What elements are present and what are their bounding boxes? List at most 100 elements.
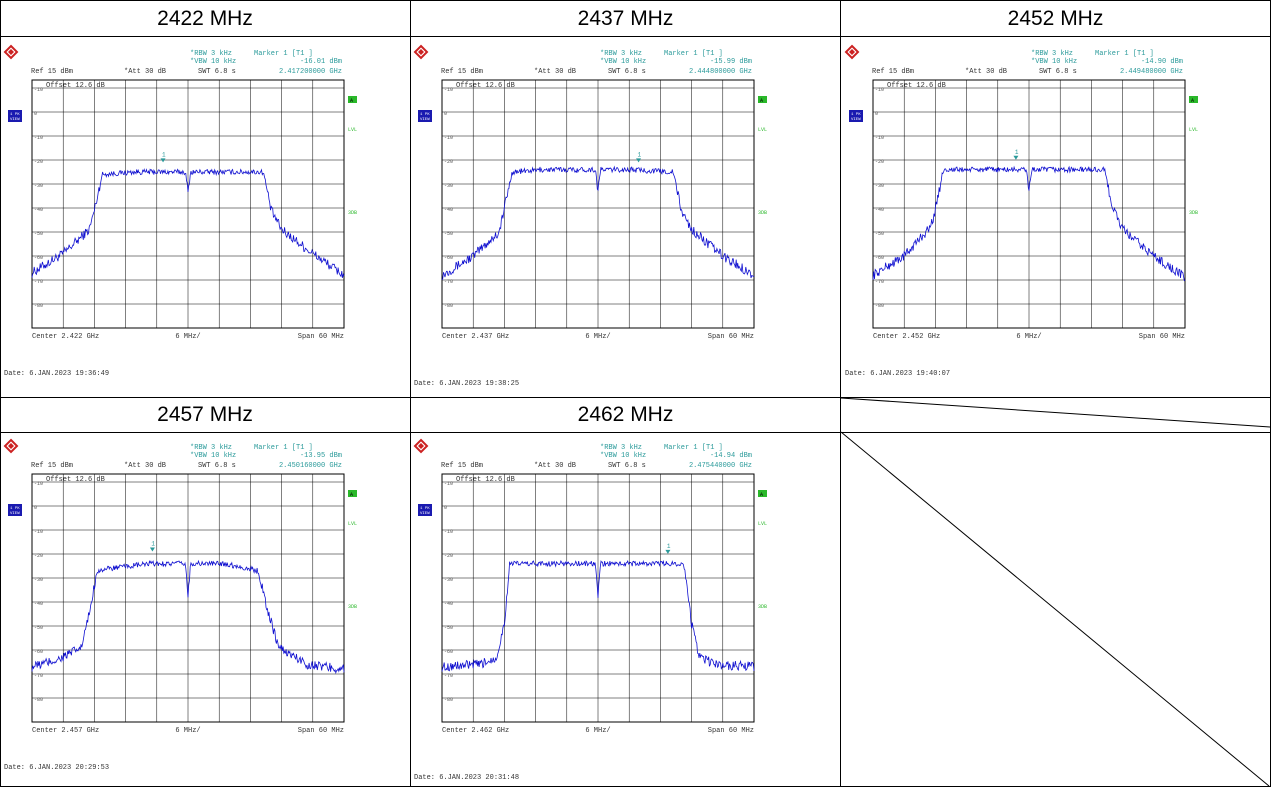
spectrum-trace — [441, 559, 755, 672]
y-tick-label: -50 — [875, 231, 884, 237]
indicator-a — [348, 490, 357, 497]
y-tick-label: -80 — [875, 303, 884, 309]
y-tick-label: -30 — [875, 183, 884, 189]
attenuation: *Att 30 dB — [124, 462, 166, 470]
ref-level: Ref 15 dBm — [441, 68, 483, 76]
y-tick-label: -10 — [444, 529, 453, 535]
span-label: Span 60 MHz — [1139, 333, 1185, 341]
rbw-label: *RBW 3 kHz — [1031, 50, 1073, 58]
trace-indicator-label: 1 PK — [10, 113, 20, 117]
indicator-a-label: A — [350, 492, 353, 498]
y-tick-label: -10 — [444, 135, 453, 141]
marker-triangle — [1013, 155, 1019, 160]
indicator-a-label: A — [760, 492, 763, 498]
offset-label: Offset 12.6 dB — [456, 82, 515, 90]
spectrum-chart: *RBW 3 kHz*VBW 10 kHz Marker 1 [T1 ]-16.0… — [3, 44, 357, 378]
rbw-label: *RBW 3 kHz — [600, 444, 642, 452]
spectrum-panel-4: *RBW 3 kHz *VBW 10 kHz Marker 1 [T1 ] -13.9… — [2, 434, 412, 794]
rs-logo-inner — [8, 49, 14, 55]
trace-indicator-view: VIEW — [10, 118, 20, 122]
y-tick-label: -40 — [34, 601, 43, 607]
y-tick-label: -70 — [444, 279, 453, 285]
vbw-label: *VBW 10 kHz — [600, 452, 646, 460]
y-tick-label: -30 — [444, 183, 453, 189]
offset-label: Offset 12.6 dB — [46, 82, 105, 90]
panel-header-5: 2462 MHz — [577, 403, 674, 426]
spectrum-panel-1: *RBW 3 kHz *VBW 10 kHz Marker 1 [T1 ] -16.0… — [2, 40, 412, 400]
y-tick-label: 0 — [444, 111, 447, 117]
rbw-label: *RBW 3 kHz — [190, 50, 232, 58]
trace-indicator-label: 1 PK — [10, 507, 20, 511]
indicator-a — [758, 96, 767, 103]
sweep-time: SWT 6.8 s — [198, 68, 236, 76]
y-tick-label: -70 — [34, 279, 43, 285]
marker-number: 1 — [667, 543, 671, 550]
sweep-time: SWT 6.8 s — [1039, 68, 1077, 76]
y-tick-label: -40 — [444, 601, 453, 607]
span-label: Span 60 MHz — [708, 727, 754, 735]
ref-level: Ref 15 dBm — [872, 68, 914, 76]
vbw-label: *VBW 10 kHz — [190, 452, 236, 460]
trace-indicator-label: 1 PK — [851, 113, 861, 117]
rs-logo-icon — [3, 438, 19, 454]
marker-label: Marker 1 [T1 ] — [254, 444, 313, 452]
indicator-3db: 3DB — [758, 210, 767, 216]
rs-logo-outer — [3, 44, 19, 60]
trace-indicator-label: 1 PK — [420, 507, 430, 511]
rbw-label: *RBW 3 kHz — [190, 444, 232, 452]
y-tick-label: -10 — [875, 87, 884, 93]
y-tick-label: -80 — [34, 303, 43, 309]
y-tick-label: -70 — [444, 673, 453, 679]
rs-logo-outer — [413, 438, 429, 454]
y-tick-label: -40 — [444, 207, 453, 213]
sweep-time: SWT 6.8 s — [608, 68, 646, 76]
vbw-label: *VBW 10 kHz — [600, 58, 646, 66]
trace-indicator — [418, 110, 432, 122]
y-tick-label: -10 — [875, 135, 884, 141]
indicator-a-label: A — [1191, 98, 1194, 104]
marker-level: -14.94 dBm — [710, 452, 752, 460]
spectrum-trace — [872, 165, 1186, 282]
y-tick-label: -40 — [875, 207, 884, 213]
indicator-a — [1189, 96, 1198, 103]
panel-header-2: 2437 MHz — [577, 6, 674, 30]
y-tick-label: 0 — [444, 505, 447, 511]
spectrum-trace — [441, 165, 755, 281]
attenuation: *Att 30 dB — [534, 68, 576, 76]
center-frequency: Center 2.462 GHz — [442, 727, 509, 735]
indicator-lvl: LVL — [758, 127, 767, 133]
y-tick-label: -20 — [444, 159, 453, 165]
offset-label: Offset 12.6 dB — [46, 476, 105, 484]
marker-triangle — [149, 547, 155, 552]
marker-level: -13.95 dBm — [300, 452, 342, 460]
marker-frequency: 2.449480000 GHz — [1120, 68, 1183, 76]
span-label: Span 60 MHz — [298, 727, 344, 735]
indicator-lvl: LVL — [1189, 127, 1198, 133]
marker-number: 1 — [638, 151, 642, 158]
marker-number: 1 — [151, 540, 155, 547]
y-tick-label: -10 — [34, 481, 43, 487]
indicator-3db: 3DB — [1189, 210, 1198, 216]
y-tick-label: -80 — [444, 697, 453, 703]
y-tick-label: -40 — [34, 207, 43, 213]
panel-header-1: 2422 MHz — [157, 6, 253, 30]
spectrum-chart: *RBW 3 kHz*VBW 10 kHz Marker 1 [T1 ]-14.9… — [413, 438, 767, 782]
y-tick-label: -50 — [444, 625, 453, 631]
rs-logo-icon — [3, 44, 19, 60]
trace-indicator — [8, 504, 22, 516]
rs-logo-outer — [413, 44, 429, 60]
rs-logo-icon — [413, 44, 429, 60]
marker-level: -15.99 dBm — [710, 58, 752, 66]
y-tick-label: -10 — [444, 87, 453, 93]
marker-frequency: 2.475440000 GHz — [689, 462, 752, 470]
marker-frequency: 2.450160000 GHz — [279, 462, 342, 470]
offset-label: Offset 12.6 dB — [456, 476, 515, 484]
trace-indicator-view: VIEW — [851, 118, 861, 122]
y-tick-label: -20 — [875, 159, 884, 165]
center-frequency: Center 2.457 GHz — [32, 727, 99, 735]
center-frequency: Center 2.437 GHz — [442, 333, 509, 341]
y-tick-label: -10 — [34, 529, 43, 535]
indicator-a — [348, 96, 357, 103]
indicator-lvl: LVL — [348, 127, 357, 133]
